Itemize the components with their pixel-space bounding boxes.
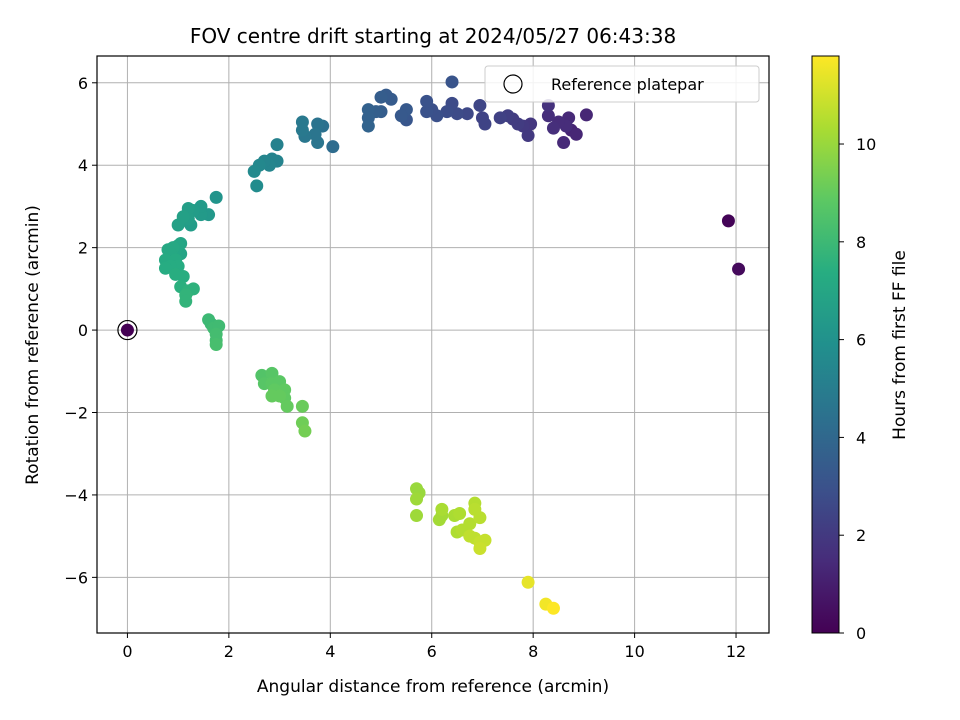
y-tick-label: −4: [64, 486, 88, 505]
data-point: [453, 506, 467, 520]
y-tick-label: −6: [64, 568, 88, 587]
data-point: [420, 105, 434, 119]
data-point: [475, 111, 489, 125]
x-tick-label: 2: [224, 642, 234, 661]
data-point: [308, 127, 322, 141]
data-point: [280, 399, 294, 413]
colorbar-tick-label: 0: [856, 624, 866, 643]
data-point: [273, 389, 287, 403]
x-axis-ticks: 0 2 4 6 8 10 12: [122, 633, 746, 661]
data-point: [579, 108, 593, 122]
legend-marker: [503, 74, 523, 94]
data-point: [546, 121, 560, 135]
data-point: [311, 117, 325, 131]
data-point: [326, 140, 340, 154]
colorbar-tick-label: 8: [856, 233, 866, 252]
legend-label: Reference platepar: [551, 75, 704, 94]
data-point: [209, 338, 223, 351]
data-point: [546, 601, 560, 615]
data-point: [158, 261, 172, 275]
data-point: [247, 164, 261, 178]
data-point: [176, 269, 190, 283]
x-tick-label: 6: [427, 642, 437, 661]
data-point: [460, 107, 474, 121]
data-point: [209, 190, 223, 204]
y-tick-label: 0: [78, 321, 88, 340]
legend: Reference platepar: [484, 65, 760, 103]
reference-marker-layer: [117, 319, 138, 341]
data-point: [473, 98, 487, 112]
data-point: [250, 179, 264, 193]
y-tick-label: −2: [64, 404, 88, 423]
y-axis-ticks: −6 −4 −2 0 2 4 6: [64, 74, 97, 587]
data-point: [394, 109, 408, 123]
data-point: [295, 123, 309, 137]
x-tick-label: 4: [325, 642, 335, 661]
x-tick-label: 8: [528, 642, 538, 661]
data-point: [298, 424, 312, 438]
data-point: [374, 90, 388, 104]
colorbar-tick-label: 4: [856, 428, 866, 447]
data-point: [732, 262, 746, 276]
x-tick-label: 0: [122, 642, 132, 661]
colorbar: 0 2 4 6 8 10 Hours from first FF file: [811, 55, 910, 643]
data-point: [361, 119, 375, 133]
data-point: [265, 366, 279, 380]
data-point: [463, 517, 477, 531]
y-tick-label: 4: [78, 156, 88, 175]
colorbar-tick-label: 2: [856, 526, 866, 545]
data-point: [440, 105, 454, 119]
x-tick-label: 10: [624, 642, 644, 661]
data-point: [445, 75, 459, 89]
data-point: [161, 243, 175, 257]
data-point: [473, 511, 487, 525]
colorbar-tick-label: 6: [856, 331, 866, 350]
data-point: [541, 109, 555, 123]
data-point: [435, 502, 449, 516]
y-axis-label: Rotation from reference (arcmin): [23, 205, 43, 485]
y-tick-label: 2: [78, 239, 88, 258]
data-point: [179, 294, 193, 308]
data-point: [295, 399, 309, 413]
data-point: [420, 94, 434, 108]
data-point: [721, 214, 735, 228]
data-point: [521, 575, 535, 589]
x-tick-label: 12: [726, 642, 746, 661]
data-point: [410, 492, 424, 506]
chart-title: FOV centre drift starting at 2024/05/27 …: [190, 24, 676, 48]
colorbar-gradient: [811, 55, 840, 634]
data-point: [450, 107, 464, 121]
colorbar-label: Hours from first FF file: [890, 250, 910, 440]
plot-frame: [96, 55, 770, 634]
data-point: [557, 136, 571, 150]
reference-platepar-marker: [117, 319, 138, 341]
x-axis-label: Angular distance from reference (arcmin): [257, 677, 609, 697]
data-point: [569, 127, 583, 141]
data-point: [270, 138, 284, 152]
grid: [97, 56, 769, 633]
colorbar-tick-label: 10: [856, 135, 876, 154]
reference-point: [120, 323, 134, 337]
data-point: [171, 218, 185, 232]
y-tick-label: 6: [78, 74, 88, 93]
data-point: [493, 111, 507, 125]
data-point: [410, 509, 424, 523]
legend-box: [484, 65, 760, 103]
scatter-series: [158, 75, 746, 615]
colorbar-ticks: 0 2 4 6 8 10: [839, 135, 876, 643]
data-point: [473, 542, 487, 556]
